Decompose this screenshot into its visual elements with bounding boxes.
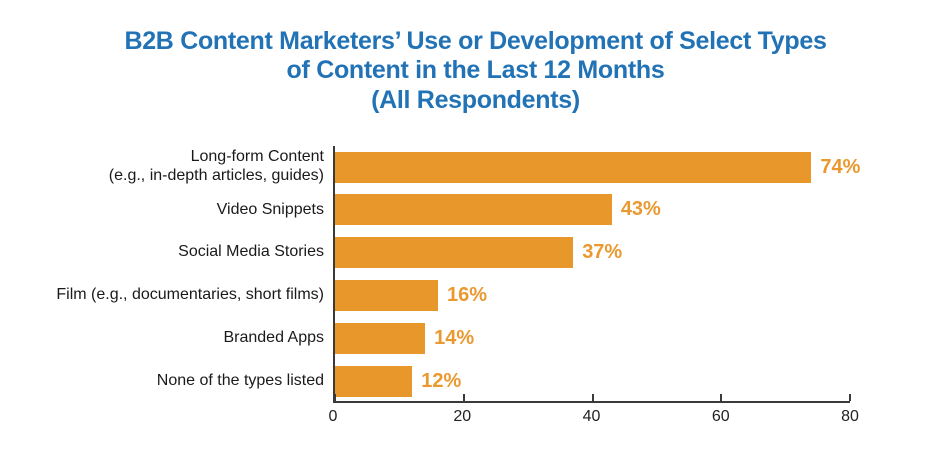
category-label: Branded Apps (223, 328, 324, 346)
bar-row: 12% (335, 360, 850, 403)
bar-row: 14% (335, 317, 850, 360)
value-label: 14% (434, 326, 475, 349)
value-label: 74% (820, 155, 861, 178)
chart-title-line-1: B2B Content Marketers’ Use or Developmen… (124, 27, 827, 55)
plot-area: 74% 43% 37% 16% 14% 12% (333, 145, 860, 403)
bar (335, 322, 426, 354)
bar-row: 16% (335, 274, 850, 317)
value-label: 16% (447, 284, 488, 307)
chart-title-line-2: of Content in the Last 12 Months (286, 56, 665, 85)
x-tick-label: 0 (328, 407, 338, 425)
bar (335, 280, 438, 312)
x-tick-label: 20 (453, 407, 472, 425)
x-tick-label: 80 (841, 407, 859, 425)
x-tick-mark (720, 393, 723, 401)
category-label: Long-form Content (e.g., in-depth articl… (108, 148, 324, 185)
x-tick-label: 60 (711, 407, 730, 425)
bar-row: 43% (335, 189, 850, 232)
value-label: 12% (421, 369, 462, 392)
category-labels: Long-form Content (e.g., in-depth articl… (0, 146, 333, 403)
bar (335, 365, 413, 397)
category-label: Social Media Stories (178, 243, 324, 261)
value-label: 37% (582, 241, 623, 264)
x-tick-mark (591, 393, 594, 401)
bar (335, 151, 812, 183)
bar-row: 74% (335, 146, 860, 189)
bar-chart: Long-form Content (e.g., in-depth articl… (0, 145, 951, 431)
bar-row: 37% (335, 231, 850, 274)
category-label: Film (e.g., documentaries, short films) (56, 286, 324, 304)
x-tick-mark (462, 393, 465, 401)
category-label: None of the types listed (156, 371, 324, 389)
chart-title-line-3: (All Respondents) (371, 85, 580, 114)
category-label: Video Snippets (216, 200, 324, 218)
x-tick-label: 40 (582, 407, 601, 425)
x-tick-mark (849, 393, 851, 401)
x-tick-mark (334, 393, 336, 401)
bar (335, 194, 612, 226)
bar (335, 237, 574, 269)
plot-column: 74% 43% 37% 16% 14% 12% 0 20 40 60 80 (329, 145, 893, 431)
chart-title: B2B Content Marketers’ Use or Developmen… (0, 0, 951, 115)
value-label: 43% (620, 198, 661, 221)
x-axis-labels: 0 20 40 60 80 (329, 403, 859, 431)
